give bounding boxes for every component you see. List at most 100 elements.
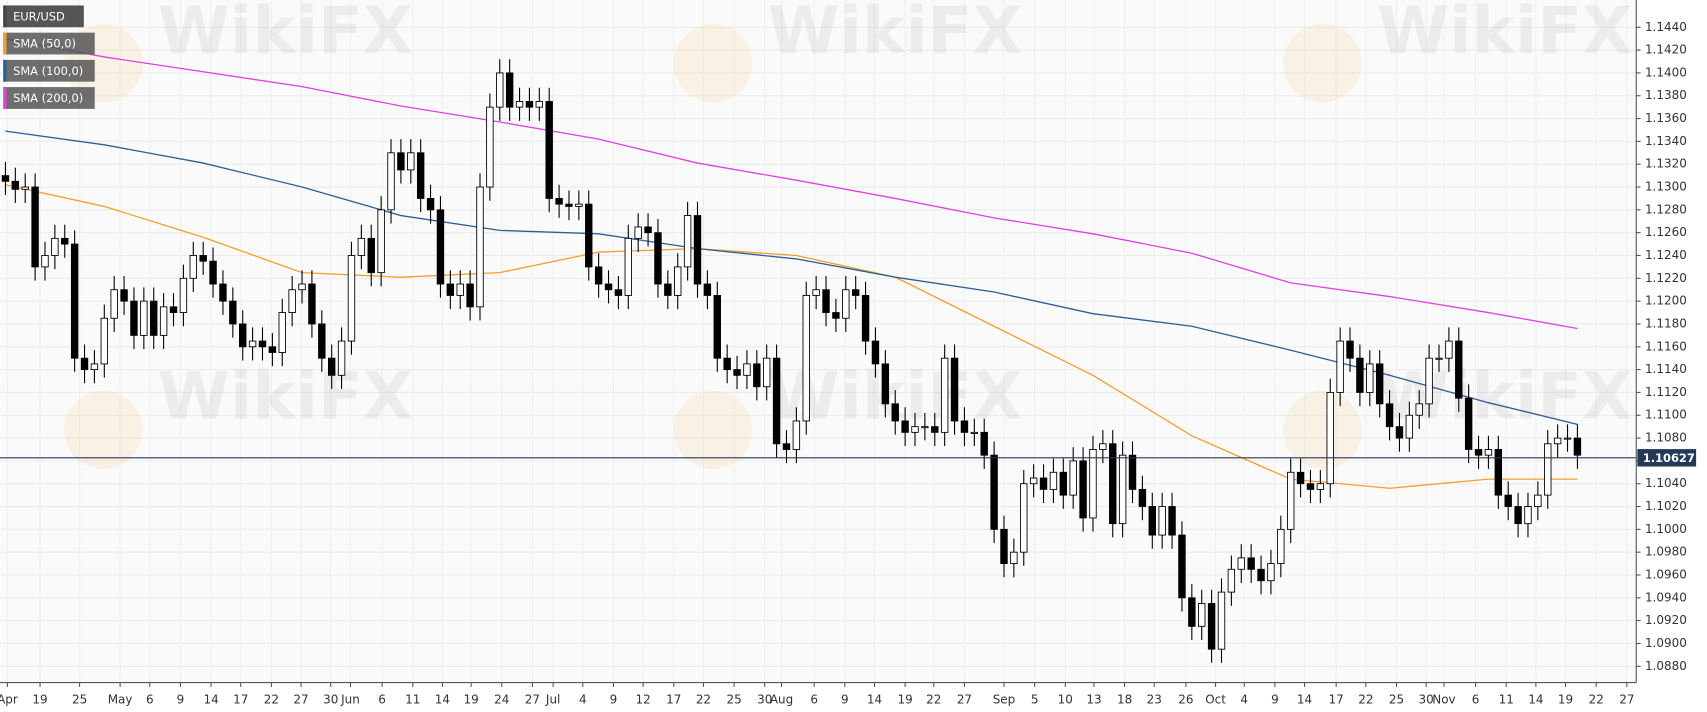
candle-body	[644, 226, 652, 234]
legend-swatch	[3, 5, 7, 28]
indicator-lines	[5, 38, 1578, 489]
legend: EUR/USD SMA (50,0) SMA (100,0) SMA (200,0)	[3, 5, 95, 109]
candle-body	[337, 340, 346, 376]
y-tick-label: 1.0980	[1645, 545, 1687, 559]
candle-body	[654, 232, 662, 285]
watermark-text: WikiFX	[158, 0, 413, 69]
candle-body	[1286, 471, 1295, 530]
candle-body	[1534, 494, 1542, 507]
candle-body	[545, 101, 553, 199]
candle-body	[812, 289, 820, 296]
legend-box	[3, 32, 95, 55]
x-tick-label: 26	[1178, 693, 1193, 707]
candle-body	[1, 175, 10, 182]
candle-body	[496, 72, 504, 108]
candle-body	[614, 289, 623, 296]
candle-body	[1020, 483, 1028, 553]
candle-body	[1029, 477, 1038, 485]
candle-body	[169, 306, 178, 313]
candle-body	[990, 454, 998, 530]
y-tick-label: 1.1360	[1645, 111, 1687, 125]
candle-body	[772, 357, 781, 445]
x-tick-label: 23	[1147, 693, 1162, 707]
candle-body	[1059, 471, 1068, 496]
y-tick-label: 1.1320	[1645, 157, 1687, 171]
candle-body	[1474, 449, 1483, 456]
candle-body	[634, 226, 642, 239]
watermark-text: WikiFX	[1377, 0, 1632, 69]
candle-body	[940, 357, 949, 433]
candle-body	[1069, 460, 1077, 496]
x-tick-label: 22	[926, 693, 941, 707]
candle-body	[881, 363, 890, 405]
candle-body	[535, 101, 544, 108]
candle-body	[150, 300, 158, 336]
candle-body	[822, 289, 830, 313]
candle-body	[664, 283, 672, 296]
candle-body	[792, 420, 801, 450]
y-tick-label: 1.1440	[1645, 20, 1687, 34]
y-tick-label: 1.1380	[1645, 88, 1687, 102]
candle-body	[466, 283, 474, 308]
candle-body	[308, 283, 316, 325]
x-tick-label: Jun	[340, 693, 360, 707]
candle-body	[61, 237, 69, 245]
candle-body	[318, 323, 326, 359]
candle-body	[960, 420, 969, 433]
candle-body	[1207, 603, 1216, 650]
x-tick-label: Nov	[1432, 693, 1455, 707]
candle-body	[90, 363, 99, 371]
x-tick-label: 24	[494, 693, 509, 707]
candle-body	[525, 101, 534, 108]
candle-body	[1336, 340, 1344, 393]
candle-body	[1010, 551, 1018, 565]
candle-body	[693, 215, 702, 285]
grid	[0, 0, 1637, 683]
candle-body	[209, 260, 217, 285]
candle-body	[1217, 591, 1226, 650]
candle-body	[1158, 506, 1166, 536]
x-tick-label: 25	[72, 693, 87, 707]
candle-body	[763, 357, 771, 388]
candle-body	[1573, 437, 1582, 456]
candle-body	[1395, 426, 1404, 439]
x-tick-label: 11	[1499, 693, 1514, 707]
candle-body	[1000, 528, 1008, 565]
y-tick-label: 1.0900	[1645, 636, 1687, 650]
x-tick-label: 14	[435, 693, 450, 707]
candle-body	[416, 152, 425, 199]
candle-body	[407, 152, 415, 171]
y-tick-label: 1.1000	[1645, 522, 1687, 536]
x-tick-label: 14	[867, 693, 882, 707]
candle-body	[980, 431, 988, 456]
candle-body	[901, 420, 909, 433]
x-tick-label: 25	[726, 693, 741, 707]
sma-line	[5, 130, 1578, 426]
candle-body	[565, 203, 573, 207]
candle-body	[802, 294, 810, 422]
candle-body	[1168, 506, 1176, 536]
candle-body	[140, 300, 148, 336]
candle-body	[594, 266, 603, 285]
candle-body	[189, 255, 197, 279]
candle-body	[387, 152, 395, 211]
candle-body	[1346, 340, 1354, 359]
x-tick-label: Sep	[993, 693, 1016, 707]
x-tick-label: 19	[463, 693, 478, 707]
last-price-box	[1637, 449, 1697, 467]
x-tick-label: 14	[1297, 693, 1312, 707]
candle-body	[1257, 568, 1265, 582]
candle-body	[1277, 528, 1285, 565]
x-tick-label: 27	[293, 693, 308, 707]
candle-body	[1514, 506, 1522, 525]
candle-body	[377, 209, 385, 274]
last-price-label: 1.10627	[1643, 451, 1695, 465]
x-tick-label: 27	[1619, 693, 1634, 707]
candle-body	[1375, 363, 1384, 405]
candle-body	[970, 431, 979, 434]
x-tick-label: 10	[1058, 693, 1073, 707]
candle-body	[1148, 506, 1156, 536]
candle-body	[674, 266, 682, 296]
candle-body	[1425, 357, 1433, 405]
legend-label: SMA (200,0)	[13, 91, 83, 105]
